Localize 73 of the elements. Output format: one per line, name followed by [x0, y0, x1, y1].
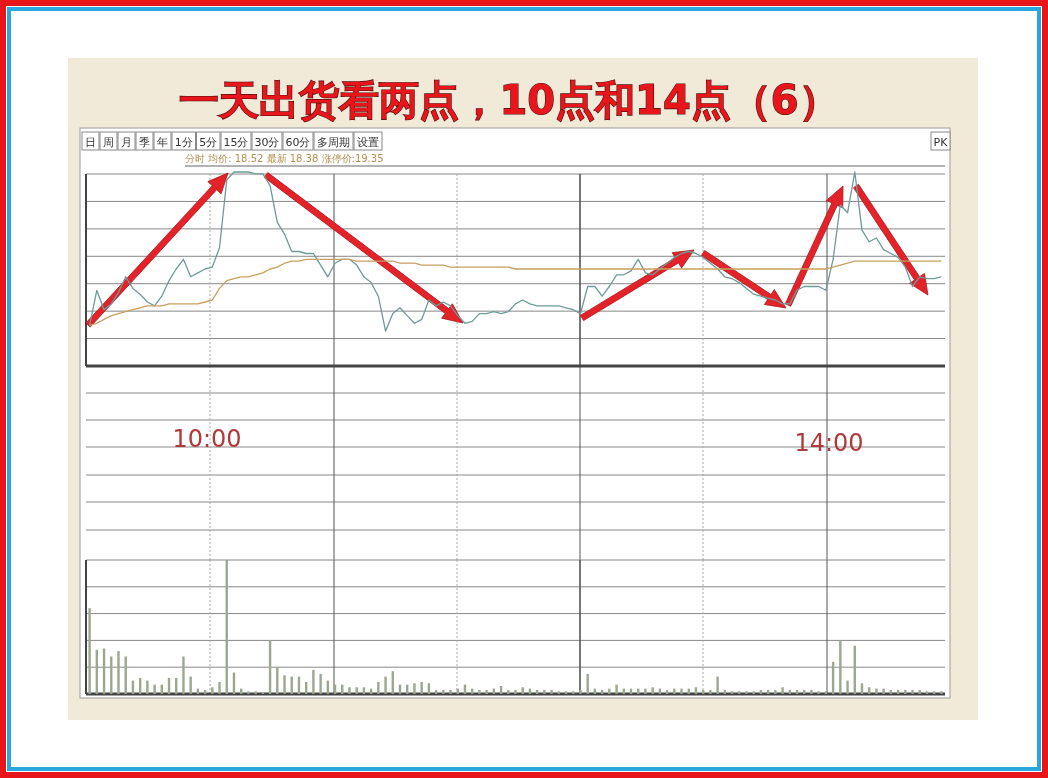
bar	[377, 681, 380, 694]
text: 设置	[357, 135, 379, 149]
bar	[810, 689, 813, 694]
text: 年	[157, 135, 168, 149]
bar	[117, 651, 120, 694]
bar	[564, 691, 568, 694]
bar	[846, 680, 849, 694]
bar	[651, 687, 654, 694]
bar	[875, 688, 878, 694]
bar	[254, 691, 257, 694]
bar	[355, 687, 358, 694]
text: 1分	[174, 135, 193, 149]
bar	[824, 691, 828, 694]
bar	[182, 656, 185, 694]
text: 10:00	[172, 425, 242, 453]
bar	[738, 691, 741, 694]
bar	[644, 688, 647, 694]
bar	[752, 691, 755, 694]
text: 30分	[254, 135, 280, 149]
bar	[774, 689, 777, 694]
text: 15分	[223, 135, 249, 149]
bar	[312, 669, 315, 694]
bar	[413, 683, 416, 694]
bar	[579, 689, 582, 694]
bar	[911, 689, 914, 694]
bar	[146, 680, 149, 694]
bar	[817, 691, 820, 694]
bar	[449, 689, 452, 694]
bar	[882, 688, 885, 694]
bar	[442, 689, 445, 694]
bar	[88, 608, 91, 694]
bar	[925, 691, 929, 694]
bar	[557, 691, 561, 694]
bar	[348, 687, 351, 694]
bar	[485, 689, 488, 694]
bar	[384, 676, 387, 694]
bar	[247, 691, 250, 694]
text: 日	[85, 135, 96, 149]
bar	[420, 681, 423, 694]
text: 月	[121, 135, 132, 149]
text: 季	[139, 135, 150, 149]
bar	[514, 689, 517, 694]
text: 5分	[199, 135, 218, 149]
bar	[745, 691, 748, 694]
bar	[550, 689, 553, 694]
bar	[543, 689, 546, 694]
bar	[680, 688, 683, 694]
bar	[839, 640, 842, 694]
bar	[730, 691, 734, 694]
bar	[940, 691, 943, 694]
bar	[572, 691, 575, 694]
bar	[673, 688, 676, 694]
bar	[478, 689, 481, 694]
bar	[153, 684, 156, 694]
bar	[615, 684, 618, 694]
bar	[608, 688, 611, 694]
bar	[189, 676, 192, 694]
bar	[932, 691, 936, 694]
bar	[283, 675, 286, 694]
text: 14:00	[794, 429, 864, 457]
bar	[709, 689, 712, 694]
bar	[781, 687, 784, 694]
text: 多周期	[317, 135, 350, 149]
bar	[218, 681, 221, 694]
bar	[716, 676, 719, 694]
text: 60分	[285, 135, 311, 149]
bar	[586, 673, 589, 694]
chart-title: 一天出货看两点，10点和14点（6）	[179, 77, 839, 123]
bar	[211, 687, 214, 694]
text: 周	[103, 135, 114, 149]
chart-subtitle: 分时 均价: 18.52 最新 18.38 涨停价:19.35	[185, 153, 384, 164]
bar	[319, 673, 322, 694]
text: PK	[933, 135, 949, 149]
